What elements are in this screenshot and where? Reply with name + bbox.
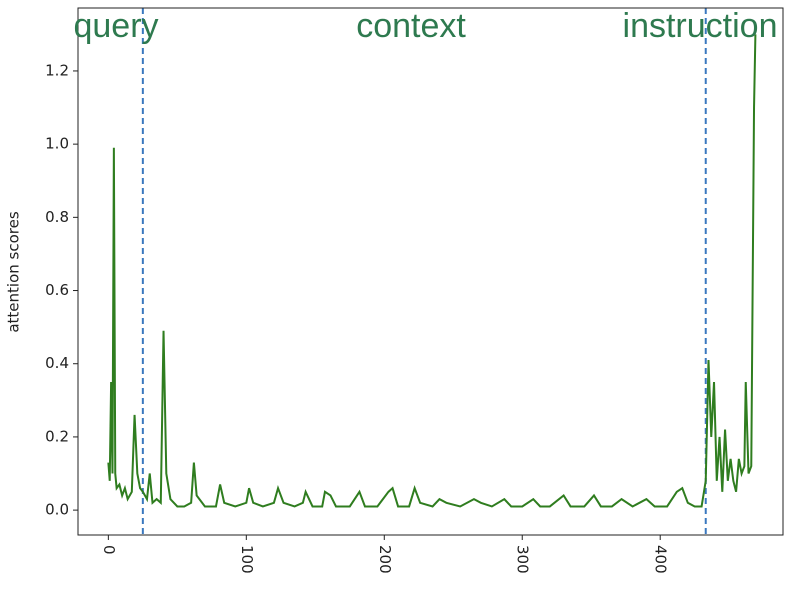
y-tick-label: 0.8 bbox=[45, 208, 69, 226]
y-tick-label: 0.0 bbox=[45, 501, 69, 519]
section-label: query bbox=[73, 7, 158, 45]
section-label: context bbox=[356, 7, 466, 45]
x-tick-label: 300 bbox=[514, 545, 532, 574]
y-tick-label: 0.2 bbox=[45, 427, 69, 445]
y-tick-label: 0.6 bbox=[45, 281, 69, 299]
y-tick-label: 0.4 bbox=[45, 354, 69, 372]
x-tick-label: 0 bbox=[100, 545, 118, 555]
x-tick-label: 100 bbox=[238, 545, 256, 574]
y-tick-label: 1.2 bbox=[45, 61, 69, 79]
data-line bbox=[107, 34, 757, 508]
y-tick-label: 1.0 bbox=[45, 135, 69, 153]
x-tick-label: 200 bbox=[376, 545, 394, 574]
x-tick-label: 400 bbox=[652, 545, 670, 574]
section-label: instruction bbox=[623, 7, 778, 45]
plot-frame bbox=[77, 7, 784, 536]
y-axis-label: attention scores bbox=[5, 211, 23, 332]
